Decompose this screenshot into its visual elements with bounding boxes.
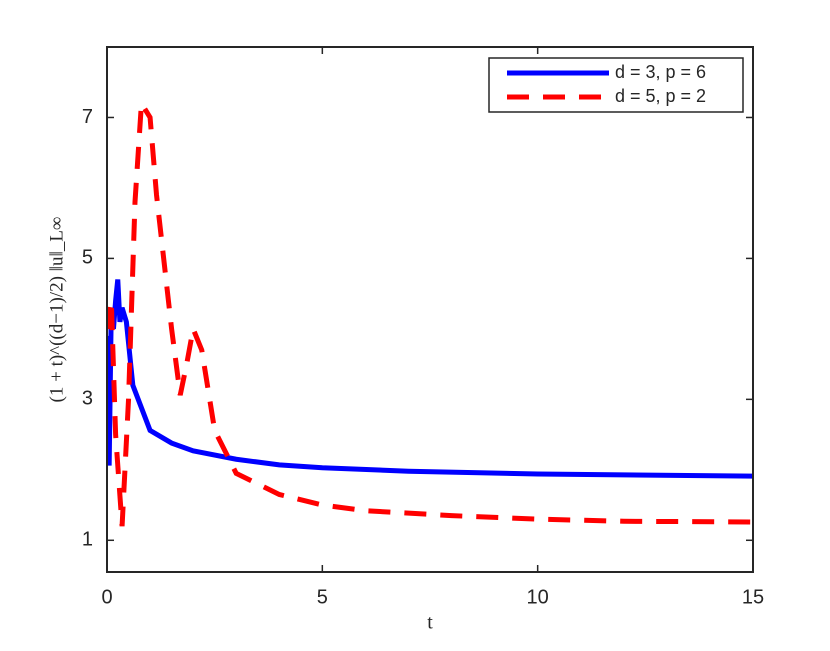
plot-area [107,47,753,572]
x-axis-label: t [427,612,433,634]
y-tick-label: 5 [82,247,93,269]
y-tick-label: 3 [82,388,93,410]
axes-box [106,46,754,573]
x-tick-label: 10 [527,586,549,608]
legend-label: d = 3, p = 6 [615,62,706,82]
x-tick-label: 15 [742,586,764,608]
legend-label: d = 5, p = 2 [615,86,706,106]
y-tick-label: 1 [82,529,93,551]
x-tick-label: 0 [101,586,112,608]
data-line [107,95,753,527]
legend-box [488,57,744,113]
x-tick-label: 5 [317,586,328,608]
y-tick-label: 7 [82,106,93,128]
y-axis-label: (1 + t)^((d−1)/2) ‖u‖_L∞ [46,217,67,403]
